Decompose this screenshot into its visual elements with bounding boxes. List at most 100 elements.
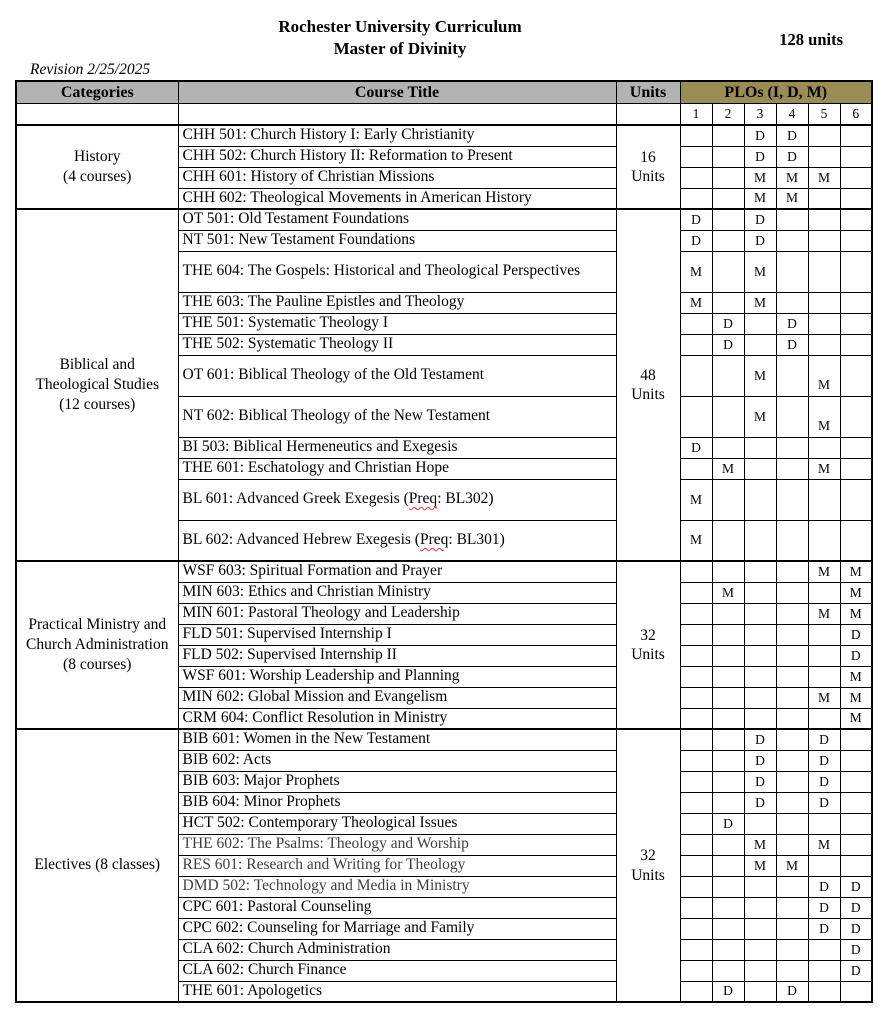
plo-number-cell: 2 [711, 103, 745, 126]
plo-cell [679, 833, 713, 856]
plo-cell: D [743, 145, 777, 168]
category-name: Practical Ministry and Church Administra… [25, 615, 169, 653]
plo-cell: D [775, 145, 809, 168]
plo-cell: D [679, 208, 713, 231]
course-title-cell: NT 501: New Testament Foundations [177, 229, 617, 252]
spacer-cell [15, 103, 179, 126]
plo-cell [711, 833, 745, 856]
plo-cell [839, 791, 873, 814]
plo-cell [807, 333, 841, 356]
plo-cell: D [807, 749, 841, 772]
plo-cell [839, 854, 873, 877]
total-units: 128 units [779, 30, 843, 49]
plo-cell: D [807, 896, 841, 919]
plo-cell [839, 833, 873, 856]
plo-cell: D [775, 980, 809, 1003]
course-title-cell: BL 602: Advanced Hebrew Exegesis (Preq: … [177, 519, 617, 562]
plo-cell [679, 333, 713, 356]
plo-cell: D [711, 312, 745, 335]
course-title-cell: BL 601: Advanced Greek Exegesis (Preq: B… [177, 478, 617, 521]
table-row: Electives (8 classes) BIB 601: Women in t… [15, 728, 873, 1003]
category-count: (12 courses) [59, 396, 136, 414]
units-value: 48 [640, 366, 656, 384]
plo-number-cell: 6 [839, 103, 873, 126]
category-cell: Biblical and Theological Studies (12 cour… [15, 208, 179, 562]
plo-cell [679, 665, 713, 688]
plo-cell: D [775, 333, 809, 356]
plo-cell: M [807, 602, 841, 625]
plo-cell: D [807, 728, 841, 751]
table-row: Biblical and Theological Studies (12 cour… [15, 208, 873, 562]
header-units: Units [615, 80, 681, 104]
table-row: CPC 602: Counseling for Marriage and Fam… [16, 917, 873, 940]
plo-cell [743, 665, 777, 688]
category-name: Biblical and Theological Studies [35, 355, 160, 393]
plo-cell [743, 560, 777, 583]
course-title-cell: CHH 501: Church History I: Early Christi… [177, 124, 617, 147]
title-line-2: Master of Divinity [333, 39, 467, 59]
course-title-cell: WSF 603: Spiritual Formation and Prayer [177, 560, 617, 583]
plo-cell: D [743, 208, 777, 231]
plo-cell [807, 208, 841, 231]
plo-cell [839, 208, 873, 231]
plo-cell [775, 395, 809, 438]
plo-cell [679, 395, 713, 438]
plo-cell [679, 686, 713, 709]
plo-cell [711, 707, 745, 730]
curriculum-table: Categories Course Title Units PLOs (I, D… [15, 80, 873, 1003]
page-header: Rochester University Curriculum Master o… [0, 0, 885, 80]
plo-number-cell: 1 [679, 103, 713, 126]
plo-cell [775, 665, 809, 688]
category-name: History [74, 147, 121, 165]
plo-cell [711, 917, 745, 940]
course-title-cell: FLD 502: Supervised Internship II [177, 644, 617, 667]
plo-cell [743, 812, 777, 835]
plo-cell [839, 333, 873, 356]
plo-cell [839, 124, 873, 147]
course-title-cell: CLA 602: Church Administration [177, 938, 617, 961]
plo-cell [711, 896, 745, 919]
plo-cell: M [711, 457, 745, 480]
plo-cell [743, 519, 777, 562]
table-row: NT 602: Biblical Theology of the New Tes… [16, 395, 873, 438]
plo-cell: M [839, 665, 873, 688]
plo-cell [839, 291, 873, 314]
plo-cell [711, 623, 745, 646]
plo-cell: M [743, 833, 777, 856]
plo-cell [743, 457, 777, 480]
course-title-cell: THE 603: The Pauline Epistles and Theolo… [177, 291, 617, 314]
course-title-cell: THE 604: The Gospels: Historical and The… [177, 250, 617, 293]
plo-cell [775, 833, 809, 856]
plo-cell [679, 707, 713, 730]
revision-note: Revision 2/25/2025 [30, 61, 151, 78]
plo-cell [679, 791, 713, 814]
plo-cell [711, 749, 745, 772]
course-title-cell: OT 601: Biblical Theology of the Old Tes… [177, 354, 617, 397]
units-label: Units [631, 866, 665, 884]
plo-cell [743, 875, 777, 898]
course-title-cell: CHH 602: Theological Movements in Americ… [177, 187, 617, 210]
plo-cell [679, 187, 713, 210]
course-title-cell: THE 602: The Psalms: Theology and Worshi… [177, 833, 617, 856]
plo-cell: D [839, 896, 873, 919]
plo-cell [775, 602, 809, 625]
plo-cell [679, 749, 713, 772]
plo-cell [711, 560, 745, 583]
plo-cell: M [839, 581, 873, 604]
plo-cell: M [807, 833, 841, 856]
plo-cell: M [807, 166, 841, 189]
table-row: THE 602: The Psalms: Theology and Worshi… [16, 833, 873, 856]
table-row: BL 601: Advanced Greek Exegesis (Preq: B… [16, 478, 873, 521]
plo-cell [807, 854, 841, 877]
course-title-cell: BIB 604: Minor Prophets [177, 791, 617, 814]
plo-cell [679, 560, 713, 583]
plo-cell [743, 436, 777, 459]
units-cell: 48 Units [615, 208, 681, 562]
plo-cell [775, 917, 809, 940]
plo-cell: M [711, 581, 745, 604]
plo-cell [807, 707, 841, 730]
plo-cell [775, 707, 809, 730]
category-cell: Practical Ministry and Church Administra… [15, 560, 179, 730]
plo-cell [711, 124, 745, 147]
